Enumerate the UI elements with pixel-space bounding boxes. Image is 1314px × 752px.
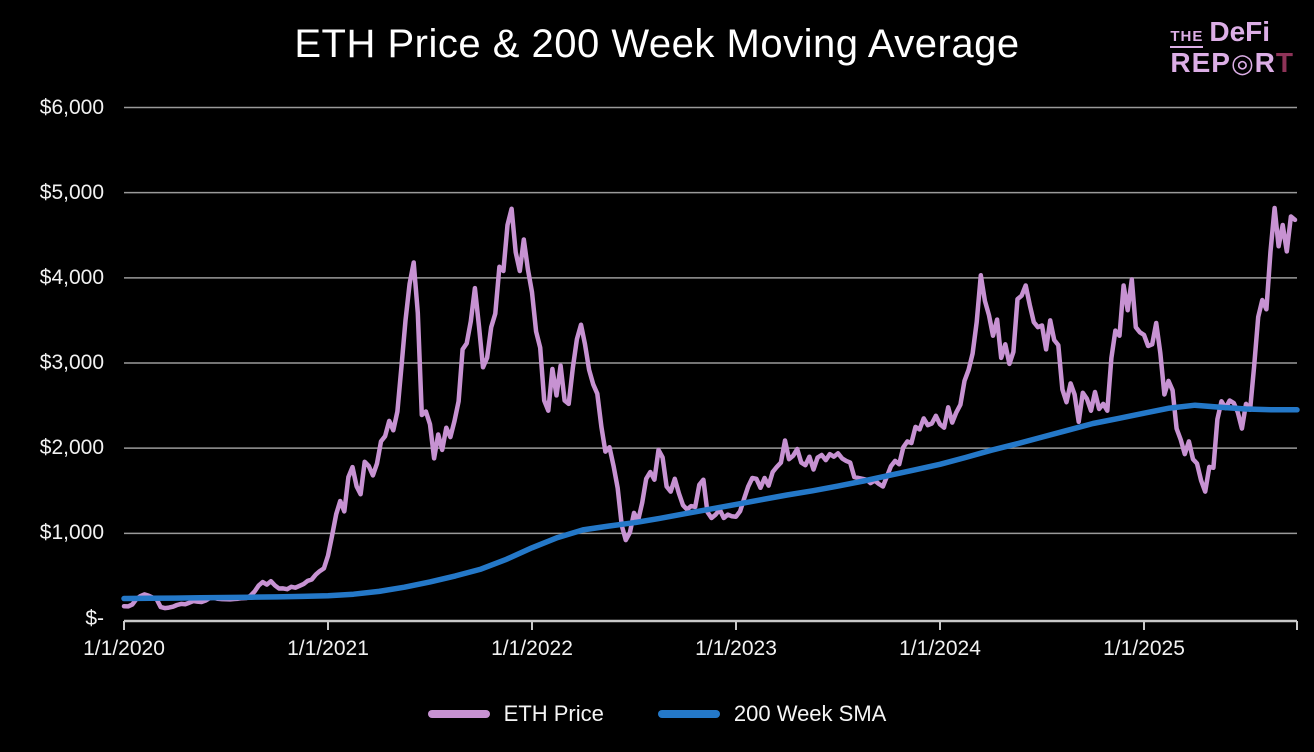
sma-line (121, 402, 1300, 602)
logo-rep-text: REP (1170, 47, 1231, 78)
logo-t-text: T (1275, 47, 1294, 78)
y-axis-label: $4,000 (39, 265, 104, 289)
y-axis-label: $1,000 (39, 521, 104, 545)
logo-report-text: REP◎RT (1170, 49, 1294, 77)
sma-swatch (657, 710, 720, 718)
y-axis-label: $6,000 (39, 95, 104, 119)
x-axis-label: 1/1/2025 (1103, 637, 1185, 660)
x-axis-label: 1/1/2021 (287, 637, 369, 660)
logo-the-text: THE (1170, 29, 1204, 48)
logo-bullseye-icon: ◎ (1230, 48, 1255, 78)
chart-title: ETH Price & 200 Week Moving Average (294, 22, 1020, 66)
eth-price-line (121, 205, 1298, 611)
legend-label-200-week-sma: 200 Week SMA (733, 701, 887, 726)
x-axis-label: 1/1/2022 (491, 637, 573, 660)
logo-defi-text: DeFi (1209, 16, 1271, 47)
y-axis-label: $2,000 (39, 436, 104, 460)
x-axis-label: 1/1/2023 (695, 637, 777, 660)
gridlines (124, 106, 1297, 535)
y-axis-label: $3,000 (39, 351, 104, 374)
x-axis-label: 1/1/2020 (83, 637, 165, 660)
logo-r-text: R (1254, 47, 1276, 78)
defi-report-logo: THE DeFi REP◎RT (1170, 18, 1294, 77)
x-axis-label: 1/1/2024 (899, 637, 981, 660)
eth-price-swatch (427, 710, 490, 718)
legend-label-eth-price: ETH Price (503, 701, 604, 726)
y-axis-label: $5,000 (39, 180, 104, 204)
legend-item-eth-price: ETH Price (427, 701, 604, 727)
x-axis-line (123, 619, 1298, 630)
legend-item-200-week-sma: 200 Week SMA (657, 701, 887, 727)
y-axis-label: $- (85, 606, 104, 630)
logo-line-1: THE DeFi (1170, 18, 1294, 48)
legend: ETH Price 200 Week SMA (0, 701, 1314, 727)
